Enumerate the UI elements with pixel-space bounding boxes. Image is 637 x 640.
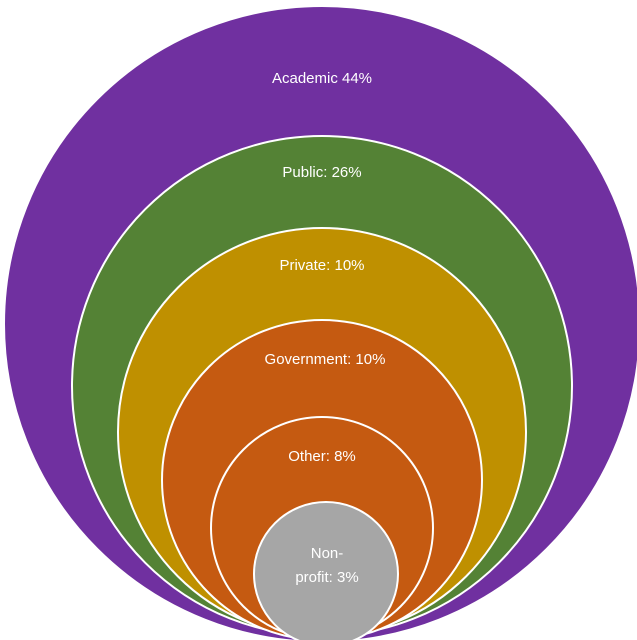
label-other: Other: 8% xyxy=(288,448,356,465)
label-academic: Academic 44% xyxy=(272,70,372,87)
label-private: Private: 10% xyxy=(279,257,364,274)
label-government: Government: 10% xyxy=(265,351,386,368)
label-public: Public: 26% xyxy=(282,164,361,181)
ring-nonprofit xyxy=(253,501,399,640)
label-nonprofit-line2: profit: 3% xyxy=(295,569,358,586)
label-nonprofit-line1: Non- xyxy=(311,545,344,562)
